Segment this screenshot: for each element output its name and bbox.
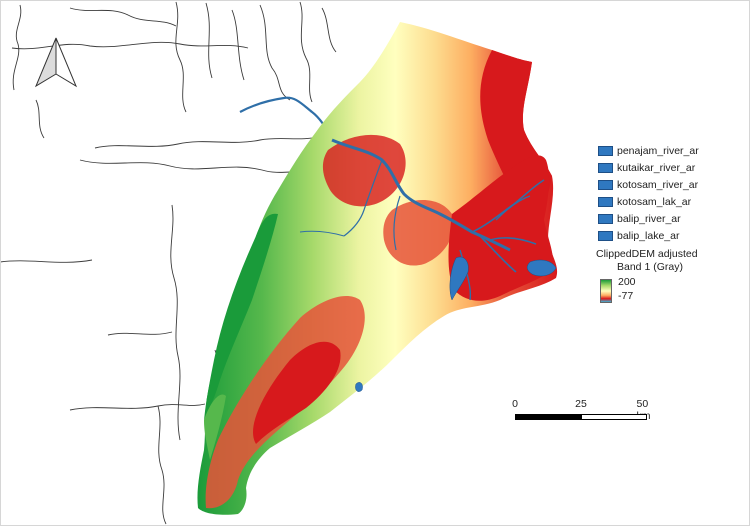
boundary-line bbox=[205, 2, 213, 79]
scale-tick-label: 25 bbox=[575, 398, 587, 410]
legend-item: balip_lake_ar bbox=[596, 228, 746, 245]
boundary-line bbox=[107, 331, 173, 336]
boundary-line bbox=[259, 4, 291, 101]
scale-segment-black bbox=[515, 414, 581, 420]
north-arrow-icon bbox=[34, 37, 78, 88]
legend-swatch bbox=[598, 197, 613, 207]
legend-label: kotosam_lak_ar bbox=[617, 196, 692, 208]
boundary-line bbox=[299, 1, 313, 103]
legend-label: balip_lake_ar bbox=[617, 230, 680, 242]
boundary-line bbox=[170, 204, 181, 441]
delta-area bbox=[448, 155, 554, 301]
legend-item: balip_river_ar bbox=[596, 211, 746, 228]
lake-delta bbox=[527, 259, 557, 277]
legend-label: kutaikar_river_ar bbox=[617, 162, 696, 174]
scale-bar: 0 25 50 km bbox=[508, 398, 668, 428]
river-delta-branch bbox=[495, 195, 531, 221]
highland-central bbox=[322, 134, 406, 207]
boundary-line bbox=[157, 405, 167, 525]
river-tributary bbox=[299, 230, 345, 237]
legend-label: kotosam_river_ar bbox=[617, 179, 699, 191]
river-tributary bbox=[343, 159, 383, 237]
legend-swatch bbox=[598, 163, 613, 173]
lowland-west bbox=[204, 213, 278, 420]
river-delta-branch bbox=[489, 237, 537, 245]
river-delta-branch bbox=[459, 249, 472, 301]
river-delta-branch bbox=[479, 235, 517, 273]
legend-swatch bbox=[598, 231, 613, 241]
legend-item: kotosam_river_ar bbox=[596, 177, 746, 194]
legend-item: penajam_river_ar bbox=[596, 143, 746, 160]
boundary-line bbox=[69, 403, 206, 411]
legend-swatch bbox=[598, 214, 613, 224]
legend-raster-title: ClippedDEM adjusted bbox=[596, 248, 698, 260]
ramp-min-label: -77 bbox=[618, 290, 634, 302]
boundary-line bbox=[321, 7, 337, 53]
scale-tick-label: 0 bbox=[512, 398, 518, 410]
ramp-max-label: 200 bbox=[618, 276, 636, 288]
boundary-line bbox=[35, 99, 45, 139]
dem-raster bbox=[197, 22, 558, 515]
lake-small bbox=[355, 382, 363, 392]
legend-swatch bbox=[598, 180, 613, 190]
highland-mid bbox=[383, 199, 454, 266]
legend-item: kotosam_lak_ar bbox=[596, 194, 746, 211]
boundary-line bbox=[94, 135, 323, 149]
legend-label: penajam_river_ar bbox=[617, 145, 699, 157]
legend-raster-band: Band 1 (Gray) bbox=[617, 261, 683, 273]
lowland-west-2 bbox=[204, 394, 226, 460]
legend-swatch bbox=[598, 146, 613, 156]
boundary-line bbox=[69, 7, 177, 27]
lakes bbox=[355, 256, 557, 392]
boundary-line bbox=[11, 41, 249, 50]
river-main bbox=[331, 138, 511, 252]
legend: penajam_river_ar kutaikar_river_ar kotos… bbox=[596, 143, 746, 306]
legend-color-ramp: 200 -77 bbox=[596, 276, 746, 306]
river-tributary bbox=[393, 195, 401, 251]
river-network bbox=[299, 138, 545, 301]
lake-delta bbox=[449, 256, 469, 301]
boundary-line bbox=[231, 9, 245, 81]
boundary-line bbox=[0, 259, 93, 263]
scale-segment-white bbox=[581, 414, 647, 420]
admin-boundaries bbox=[0, 1, 337, 525]
boundary-line bbox=[79, 159, 321, 175]
legend-item: kutaikar_river_ar bbox=[596, 160, 746, 177]
boundary-line bbox=[175, 1, 187, 113]
color-ramp-bar bbox=[600, 279, 612, 303]
highland-south-core bbox=[253, 341, 341, 444]
boundary-line bbox=[12, 4, 22, 91]
legend-label: balip_river_ar bbox=[617, 213, 681, 225]
